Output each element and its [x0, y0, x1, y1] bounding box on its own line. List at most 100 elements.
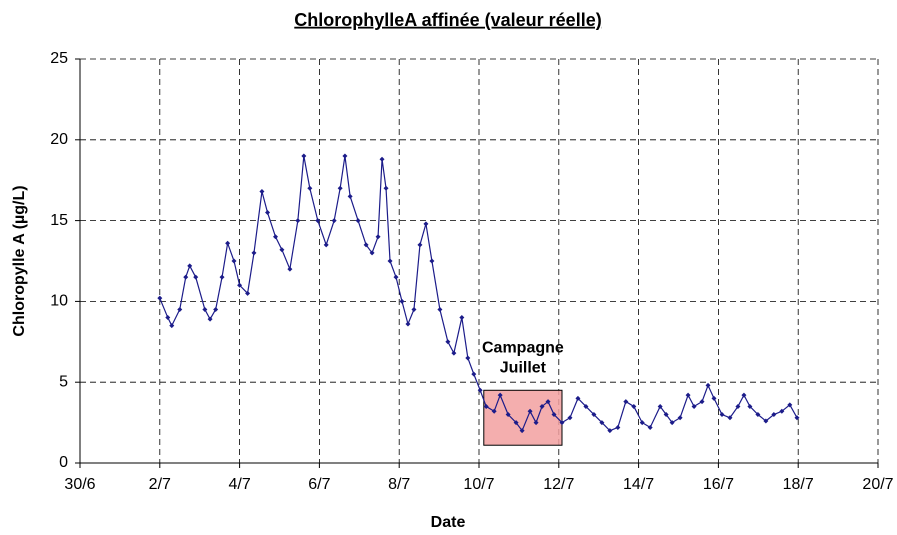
data-point	[519, 428, 525, 434]
data-point	[451, 350, 457, 356]
x-axis-label: Date	[431, 514, 466, 531]
data-point	[657, 403, 663, 409]
data-point	[437, 306, 443, 312]
data-point	[631, 403, 637, 409]
y-tick-label: 5	[59, 373, 68, 390]
data-point	[615, 424, 621, 430]
data-point	[225, 240, 231, 246]
x-tick-label: 10/7	[463, 476, 494, 493]
data-point	[471, 371, 477, 377]
data-point	[599, 420, 605, 426]
data-point	[213, 306, 219, 312]
data-point	[363, 242, 369, 248]
x-tick-label: 4/7	[228, 476, 250, 493]
data-point	[623, 399, 629, 405]
data-point	[477, 387, 483, 393]
data-point	[273, 234, 279, 240]
data-point	[567, 415, 573, 421]
data-point	[187, 263, 193, 269]
data-point	[379, 156, 385, 162]
data-point	[691, 403, 697, 409]
data-point	[245, 290, 251, 296]
x-tick-label: 20/7	[862, 476, 893, 493]
data-point	[559, 420, 565, 426]
data-point	[157, 295, 163, 301]
data-point	[763, 418, 769, 424]
data-point	[429, 258, 435, 264]
data-point	[779, 408, 785, 414]
data-point	[539, 403, 545, 409]
data-point	[513, 420, 519, 426]
data-point	[169, 323, 175, 329]
x-tick-label: 2/7	[149, 476, 171, 493]
data-point	[545, 399, 551, 405]
data-point	[295, 218, 301, 224]
y-tick-label: 20	[50, 131, 68, 148]
data-point	[583, 403, 589, 409]
x-tick-label: 16/7	[703, 476, 734, 493]
data-point	[237, 282, 243, 288]
data-point	[755, 412, 761, 418]
data-point	[647, 424, 653, 430]
data-point	[219, 274, 225, 280]
y-tick-label: 25	[50, 50, 68, 67]
data-point	[607, 428, 613, 434]
data-point	[279, 247, 285, 253]
data-point	[533, 420, 539, 426]
data-point	[251, 250, 257, 256]
x-tick-label: 18/7	[783, 476, 814, 493]
data-point	[315, 218, 321, 224]
x-tick-label: 30/6	[64, 476, 95, 493]
data-point	[505, 412, 511, 418]
data-point	[265, 210, 271, 216]
y-tick-label: 0	[59, 454, 68, 471]
data-point	[711, 395, 717, 401]
data-point	[207, 316, 213, 322]
data-point	[663, 412, 669, 418]
data-point	[259, 189, 265, 195]
data-point	[483, 403, 489, 409]
x-tick-label: 8/7	[388, 476, 410, 493]
data-point	[369, 250, 375, 256]
data-point	[337, 185, 343, 191]
data-point	[497, 392, 503, 398]
data-point	[383, 185, 389, 191]
x-tick-label: 14/7	[623, 476, 654, 493]
data-point	[323, 242, 329, 248]
data-point	[399, 298, 405, 304]
data-point	[393, 274, 399, 280]
data-point	[741, 392, 747, 398]
data-point	[445, 339, 451, 345]
data-point	[183, 274, 189, 280]
chart-title: ChlorophylleA affinée (valeur réelle)	[294, 10, 601, 30]
y-tick-label: 15	[50, 212, 68, 229]
data-point	[685, 392, 691, 398]
data-point	[705, 382, 711, 388]
data-point	[639, 420, 645, 426]
data-point	[794, 415, 800, 421]
data-point	[347, 193, 353, 199]
data-point	[459, 315, 465, 321]
y-tick-label: 10	[50, 293, 68, 310]
y-axis-label: Chloropylle A (µg/L)	[11, 185, 28, 336]
data-point	[699, 399, 705, 405]
data-point	[727, 415, 733, 421]
data-point	[527, 408, 533, 414]
data-point	[342, 153, 348, 159]
data-point	[423, 221, 429, 227]
data-point	[787, 402, 793, 408]
x-tick-label: 6/7	[308, 476, 330, 493]
data-point	[719, 412, 725, 418]
data-point	[465, 355, 471, 361]
data-point	[417, 242, 423, 248]
data-point	[307, 185, 313, 191]
data-point	[669, 420, 675, 426]
data-point	[202, 306, 208, 312]
data-point	[575, 395, 581, 401]
data-point	[165, 315, 171, 321]
data-point	[551, 412, 557, 418]
highlight-box	[483, 389, 563, 446]
data-point	[405, 321, 411, 327]
data-point	[375, 234, 381, 240]
